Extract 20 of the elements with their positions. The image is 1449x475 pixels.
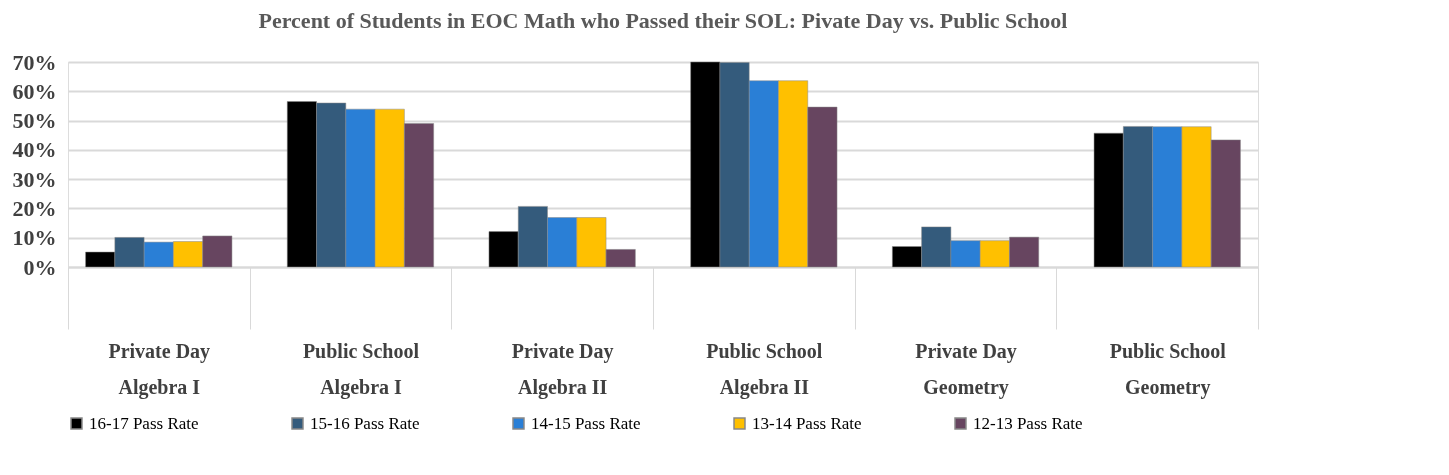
legend-label: 14-15 Pass Rate — [531, 413, 641, 433]
y-tick-label: 0% — [23, 254, 57, 280]
x-tick-label: Public School Geometry — [1109, 339, 1227, 399]
y-tick-label: 30% — [12, 166, 57, 192]
x-tick-label: Public School Algebra II — [706, 339, 823, 399]
x-tick-label: Private Day Algebra II — [511, 339, 614, 399]
x-tick-label: Private Day Geometry — [915, 339, 1017, 399]
y-tick-label: 40% — [12, 137, 57, 163]
chart-title: Percent of Students in EOC Math who Passed their SOL: Pivate Day vs. Public School — [258, 8, 1068, 33]
y-tick-label: 10% — [12, 225, 57, 251]
legend-label: 13-14 Pass Rate — [752, 413, 862, 433]
y-tick-label: 70% — [12, 49, 57, 75]
y-tick-label: 60% — [12, 78, 57, 104]
legend-label: 16-17 Pass Rate — [89, 413, 199, 433]
legend-label: 12-13 Pass Rate — [973, 413, 1083, 433]
x-tick-label: Private Day Algebra I — [108, 339, 211, 399]
x-tick-label: Public School Algebra I — [302, 339, 420, 399]
legend-label: 15-16 Pass Rate — [310, 413, 420, 433]
y-tick-label: 20% — [12, 195, 57, 221]
y-tick-label: 50% — [12, 108, 57, 134]
